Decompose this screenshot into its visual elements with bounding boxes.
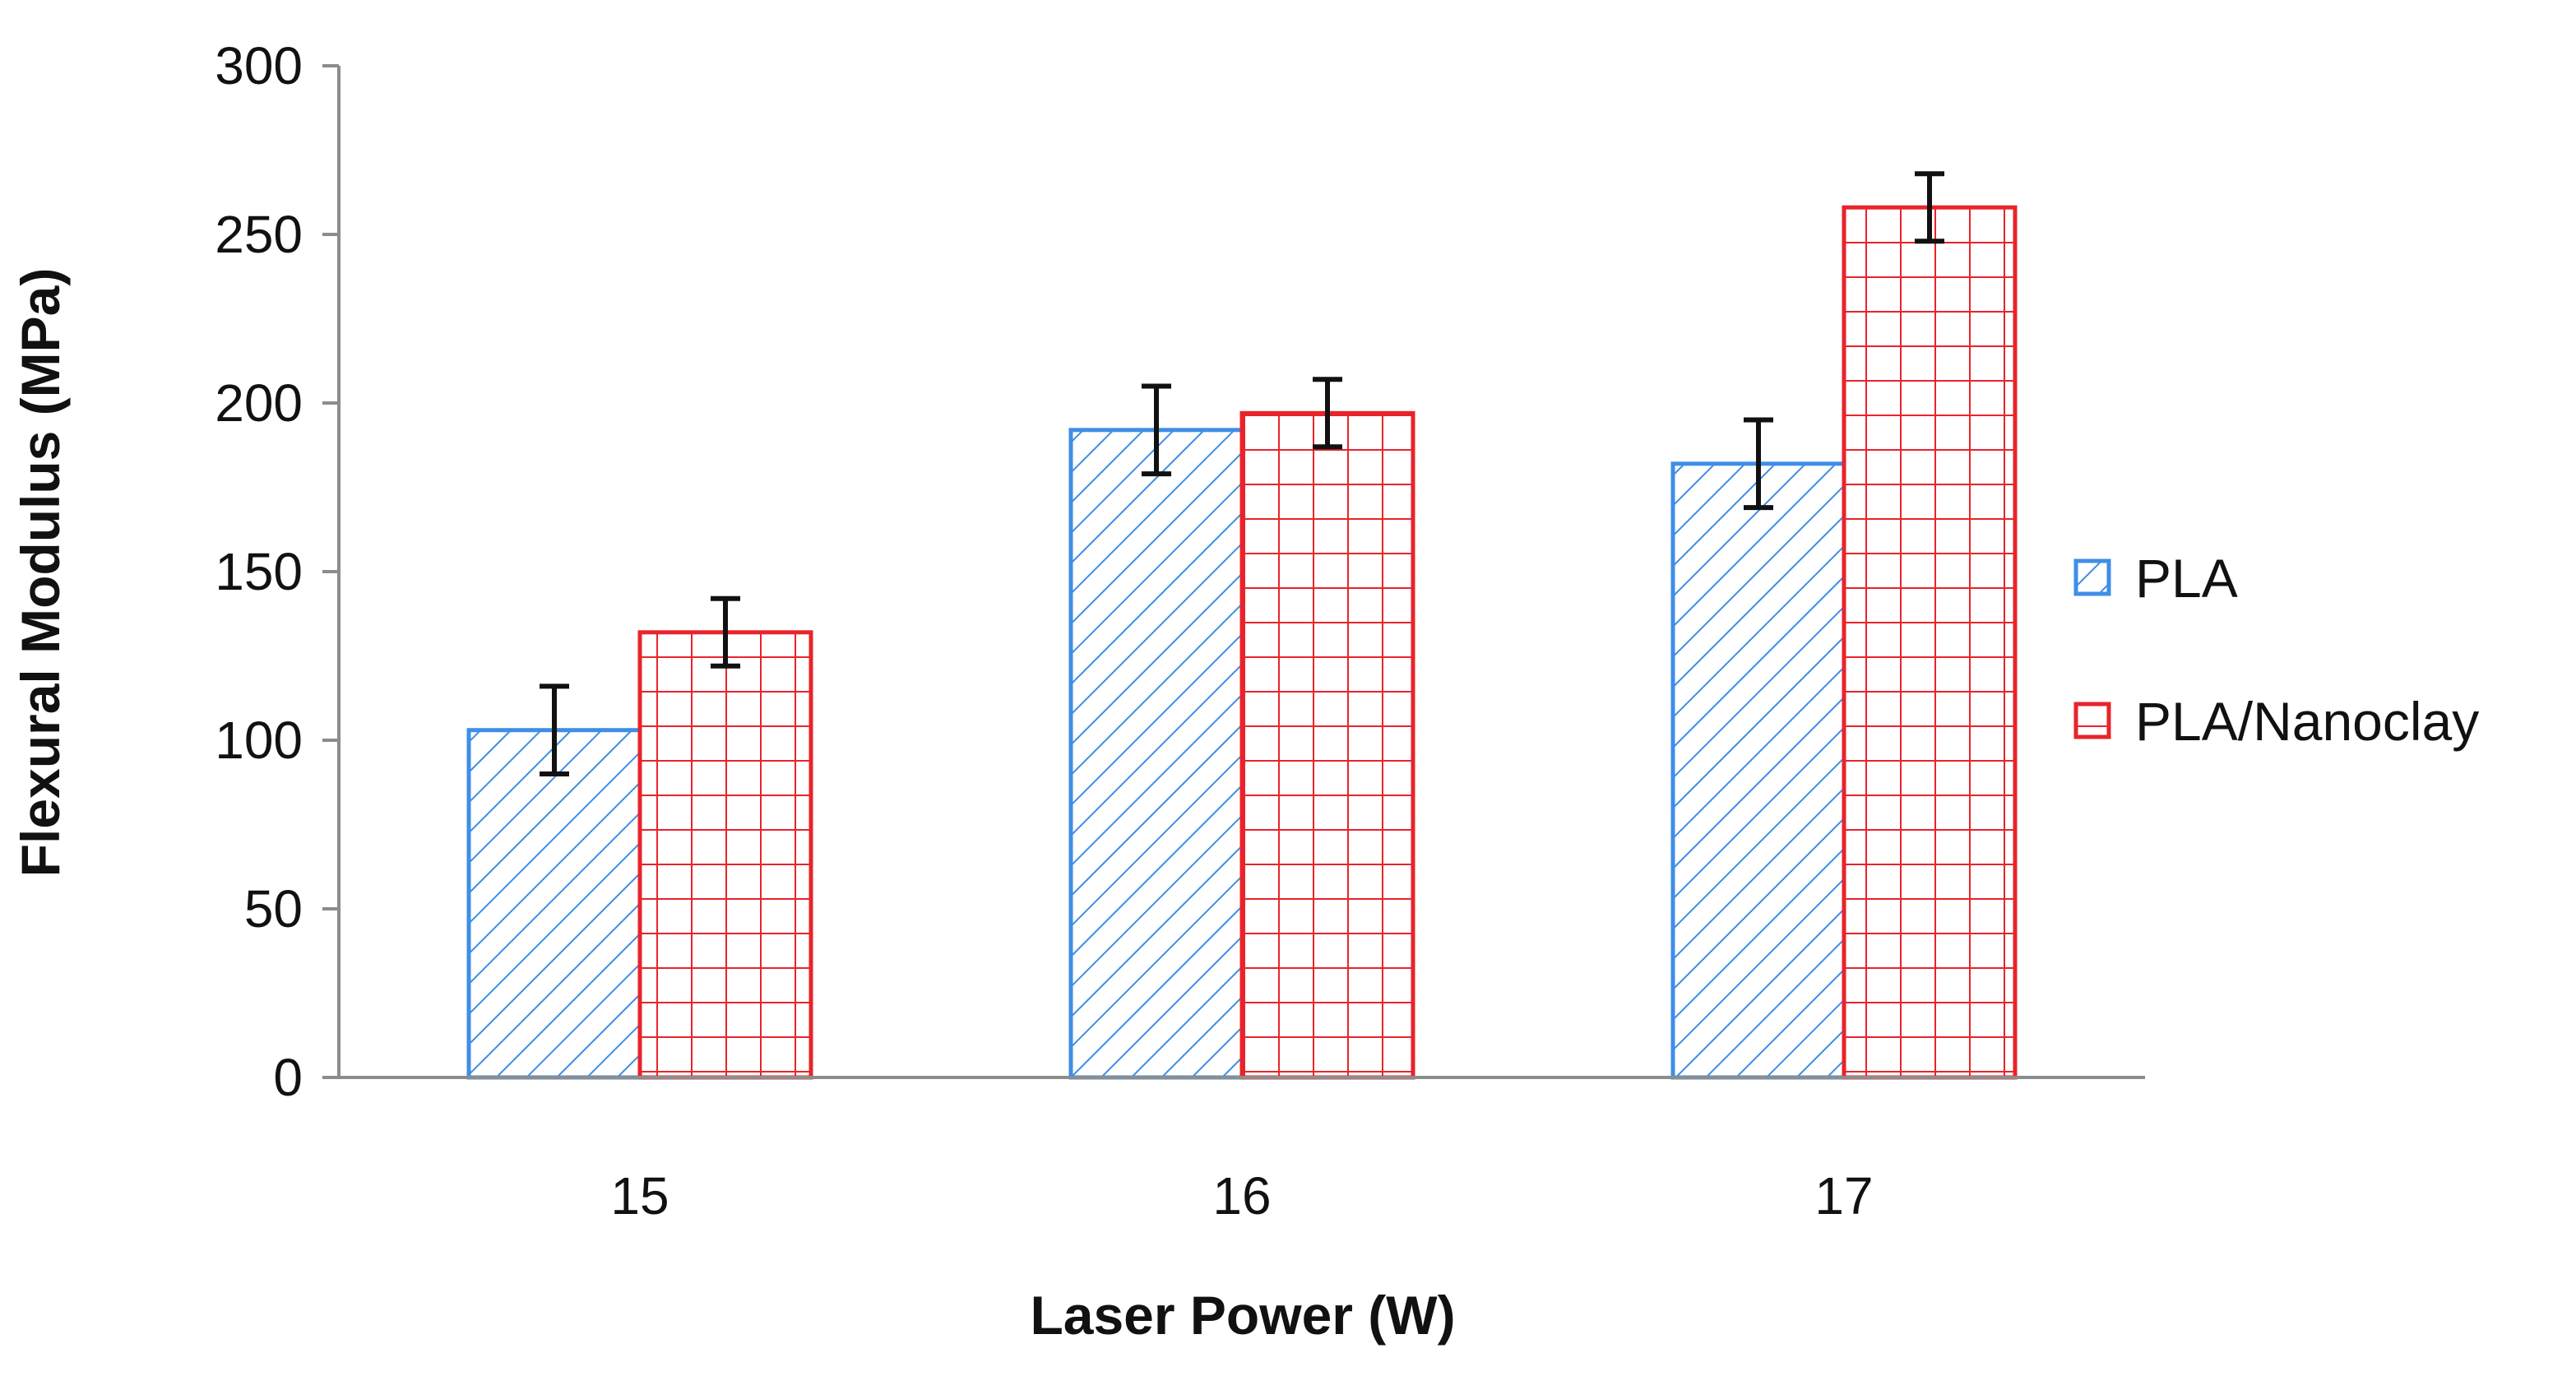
error-bar-pla-17 <box>1744 417 1773 511</box>
bar-pla-15 <box>466 728 642 1080</box>
error-bar-pla-nanoclay-16 <box>1313 377 1342 450</box>
y-tick-label: 300 <box>215 36 303 95</box>
y-tick-label: 0 <box>273 1048 303 1107</box>
bars <box>466 205 2018 1080</box>
x-tick-label: 15 <box>610 1166 669 1225</box>
legend-swatch-pla-nanoclay <box>2073 702 2111 739</box>
error-bar-pla-nanoclay-15 <box>711 595 740 669</box>
bar-pla-nanoclay-16 <box>1239 410 1415 1080</box>
legend: PLA PLA/Nanoclay <box>2073 548 2479 752</box>
bar-pla-16 <box>1068 428 1244 1080</box>
y-axis: 0 50 100 150 200 250 300 <box>215 36 341 1107</box>
x-tick-label: 16 <box>1212 1166 1271 1225</box>
y-tick-label: 50 <box>244 879 303 938</box>
error-bar-pla-nanoclay-17 <box>1915 171 1944 244</box>
y-tick-label: 200 <box>215 373 303 433</box>
x-axis: 15 16 17 <box>339 1076 2145 1225</box>
y-tick-label: 100 <box>215 711 303 770</box>
y-axis-title: Flexural Modulus (MPa) <box>10 268 71 878</box>
y-tick-label: 150 <box>215 542 303 601</box>
bar-pla-17 <box>1670 461 1846 1080</box>
x-tick-label: 17 <box>1814 1166 1873 1225</box>
legend-label-pla: PLA <box>2135 548 2238 609</box>
error-bar-pla-16 <box>1142 383 1171 477</box>
error-bar-pla-15 <box>540 683 569 776</box>
legend-item-pla[interactable]: PLA <box>2073 548 2238 609</box>
error-bars <box>540 171 1944 776</box>
legend-item-pla-nanoclay[interactable]: PLA/Nanoclay <box>2073 691 2479 752</box>
legend-swatch-pla <box>2073 558 2111 596</box>
x-axis-title: Laser Power (W) <box>1030 1285 1455 1346</box>
legend-label-pla-nanoclay: PLA/Nanoclay <box>2135 691 2479 752</box>
y-tick-label: 250 <box>215 205 303 264</box>
bar-pla-nanoclay-15 <box>637 630 813 1080</box>
bar-pla-nanoclay-17 <box>1842 205 2018 1080</box>
